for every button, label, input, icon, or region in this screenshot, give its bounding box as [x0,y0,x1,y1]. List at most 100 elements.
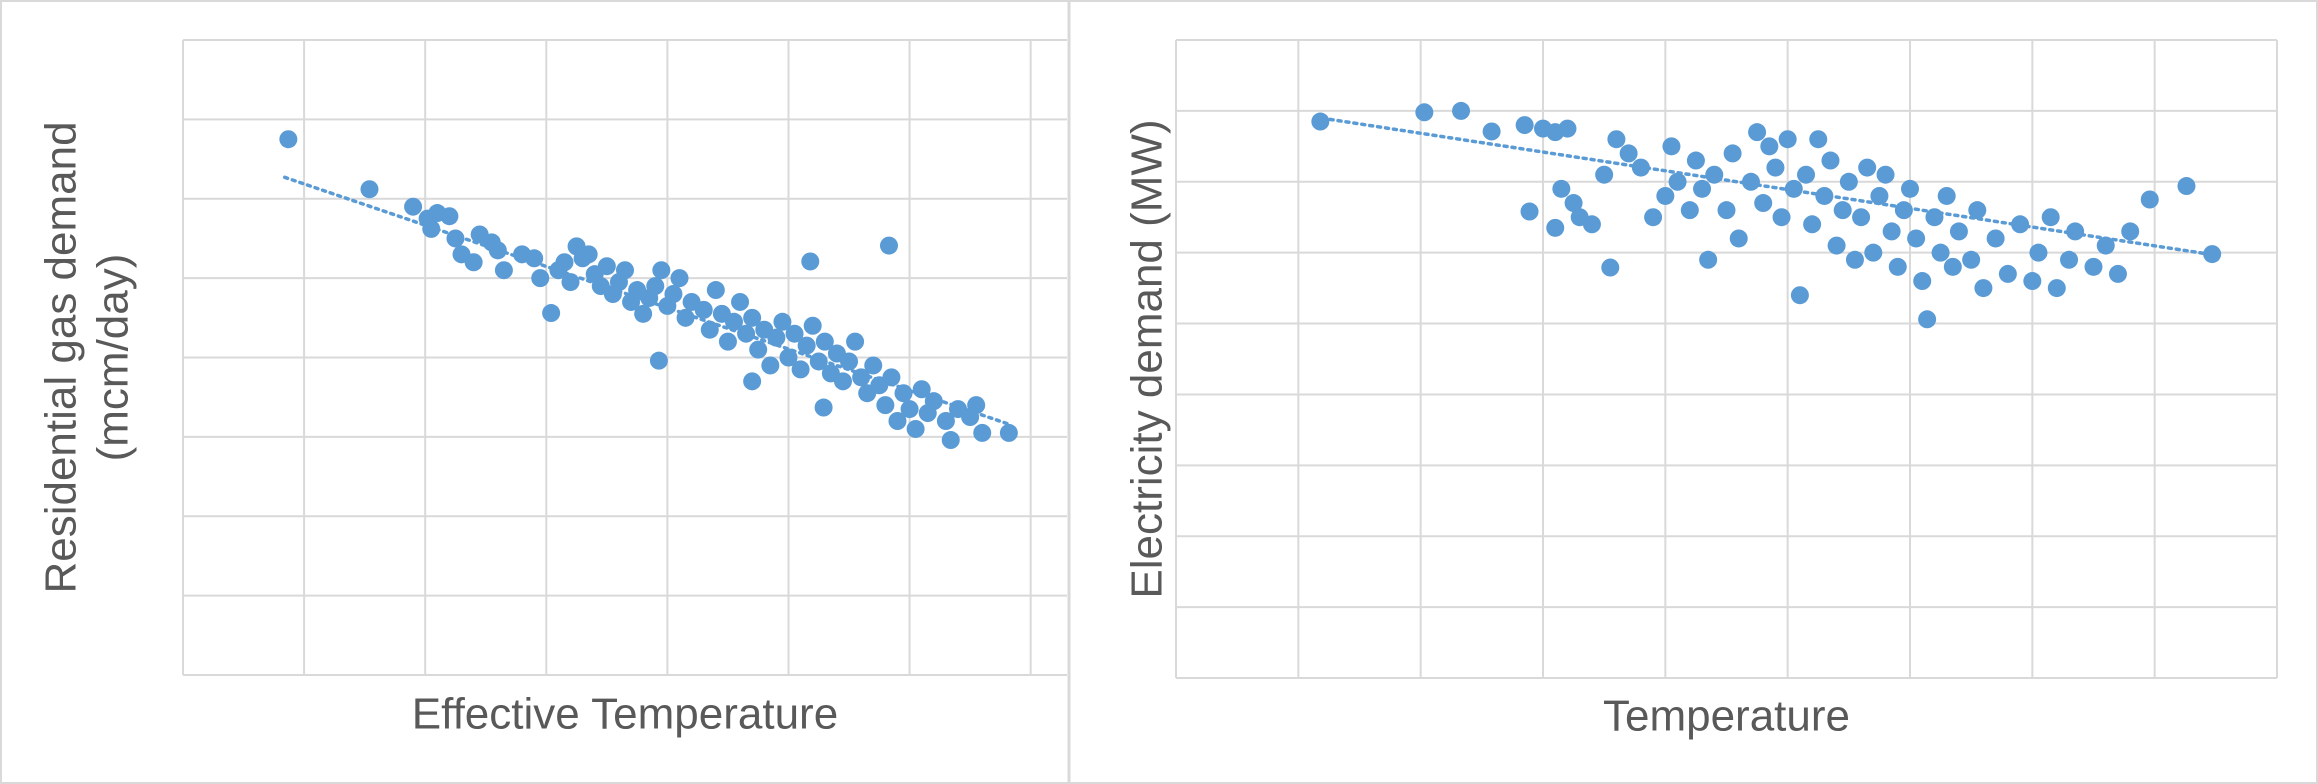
point [2060,250,2079,269]
point [360,180,379,199]
x-axis-label: Effective Temperature [412,690,838,739]
point [440,207,459,226]
point [1797,165,1816,184]
point [1803,215,1822,234]
point [1901,179,1919,198]
point [1686,151,1705,170]
point [1931,243,1950,262]
point [1723,144,1742,163]
point [652,261,671,280]
point [616,261,634,280]
point [1766,158,1785,177]
point [579,245,598,264]
point [1845,250,1864,269]
point [700,320,719,339]
point [749,340,768,359]
point [1662,137,1681,156]
point [464,253,483,272]
point [815,332,834,351]
point [840,352,859,371]
point [791,360,810,379]
point [1918,310,1937,329]
point [1520,202,1539,221]
point [1601,258,1620,277]
point [1790,286,1809,305]
point [1699,250,1718,269]
point [1949,222,1968,241]
point [936,412,955,430]
trendline [1328,117,2211,256]
point [1827,236,1846,255]
point [1452,101,1471,120]
point [1717,201,1736,220]
point [1778,130,1797,149]
point [1754,194,1773,213]
point [494,261,513,280]
y-axis-label: Residential gas demand [37,121,86,593]
point [670,269,689,288]
point [1968,201,1987,220]
point [779,348,798,367]
point [1741,172,1760,191]
point [706,281,725,300]
point [1482,122,1501,141]
point [597,257,616,276]
point [531,269,550,288]
point [864,356,883,375]
point [2203,245,2222,264]
point [1607,130,1626,149]
point [1680,201,1699,220]
point [664,285,683,303]
y-axis-label: (mcm/day) [89,254,138,462]
point [1656,186,1675,205]
point [1894,201,1913,220]
point [1870,186,1889,205]
point [1833,201,1852,220]
point [814,398,833,417]
point [1693,179,1712,198]
point [649,351,668,370]
point [731,292,750,311]
point [1974,279,1993,298]
point [999,423,1018,442]
point [694,300,713,319]
point [1619,144,1638,163]
point [1913,272,1932,291]
point [2096,236,2115,255]
point [1552,179,1571,198]
point [1876,165,1895,184]
point [1760,137,1779,156]
point [724,312,743,331]
point [2047,279,2066,298]
point [1515,116,1534,135]
point [1415,103,1434,122]
point [941,431,960,450]
point [1595,165,1614,184]
trendline [282,175,1011,426]
point [1888,257,1907,276]
point [1311,112,1330,131]
point [1809,130,1828,149]
point [1937,186,1956,205]
point [634,304,653,323]
point [1962,250,1981,269]
point [801,252,820,271]
point [542,304,561,323]
point [2066,222,2085,241]
point [718,332,737,351]
point [833,372,852,391]
point [2177,177,2196,196]
point [967,396,986,415]
point [973,423,992,442]
point [1943,257,1962,276]
point [2108,264,2127,283]
point [555,253,574,272]
point [785,324,804,343]
point [1784,179,1803,198]
point [1839,172,1858,191]
point [1858,158,1877,177]
point [279,130,298,149]
point [1821,151,1840,170]
point [846,332,865,351]
